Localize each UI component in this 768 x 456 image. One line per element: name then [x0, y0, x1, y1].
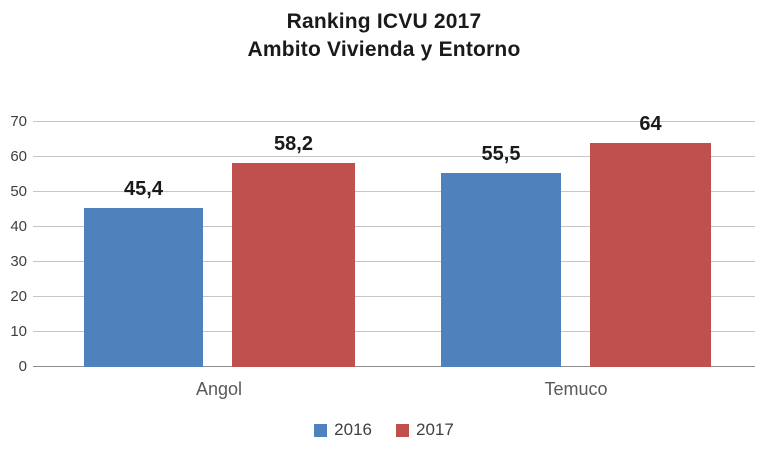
category-label-angol: Angol: [195, 379, 243, 399]
legend-item-2016: 2016: [314, 421, 372, 439]
legend-item-2017: 2017: [396, 421, 454, 439]
legend-swatch-2017-icon: [396, 423, 409, 437]
chart-title-line2: Ambito Vivienda y Entorno: [247, 38, 521, 61]
x-axis-labels: Angol Temuco: [33, 378, 755, 402]
y-axis: 70 60 50 40 30 20 10 0: [0, 113, 27, 375]
gridline: [33, 260, 755, 262]
gridline: [33, 226, 755, 227]
chart-title: Ranking ICVU 2017 Ambito Vivienda y Ento…: [0, 8, 768, 64]
gridline: [33, 121, 755, 122]
legend-label-2017: 2017: [416, 420, 454, 439]
bar-value-label: 55,5: [481, 142, 521, 165]
bar-value-label: 45,4: [124, 178, 163, 201]
y-tick-label: 60: [10, 147, 27, 165]
chart-title-line1: Ranking ICVU 2017: [286, 10, 482, 33]
legend-label-2016: 2016: [334, 420, 372, 439]
bar-angol-2016: 45,4: [84, 178, 203, 367]
y-tick-label: 20: [10, 288, 27, 305]
gridline: [33, 296, 755, 297]
x-axis-line: [33, 366, 755, 367]
bar-temuco-2017: 64: [590, 113, 711, 367]
legend: 2016 2017: [0, 421, 768, 439]
bar-value-label: 64: [639, 113, 662, 135]
gridline: [33, 155, 755, 157]
y-tick-label: 50: [10, 182, 27, 200]
category-label-temuco: Temuco: [544, 379, 608, 399]
y-tick-label: 0: [18, 358, 27, 375]
gridline: [33, 331, 755, 332]
y-tick-label: 70: [10, 113, 27, 130]
bar-temuco-2016: 55,5: [441, 143, 561, 367]
bar-angol-2017: 58,2: [232, 133, 355, 367]
y-tick-label: 10: [10, 323, 27, 340]
y-tick-label: 40: [10, 218, 27, 235]
plot-area: 45,4 58,2 55,5 64: [33, 113, 755, 367]
legend-swatch-2016-icon: [314, 423, 328, 437]
y-tick-label: 30: [10, 252, 27, 270]
gridline: [33, 190, 755, 192]
bar-value-label: 58,2: [274, 133, 313, 156]
